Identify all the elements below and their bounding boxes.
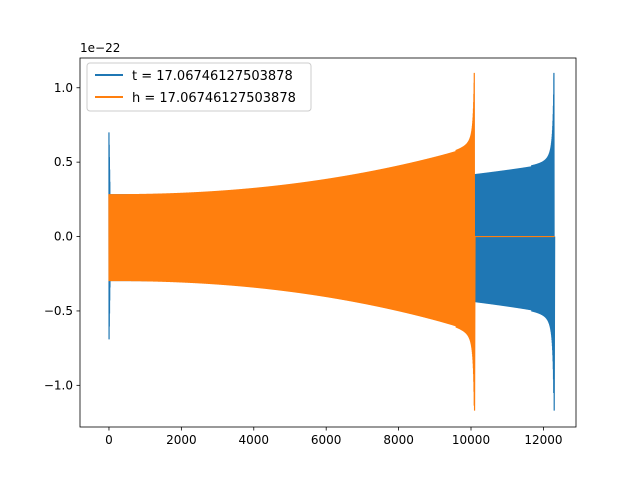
y-offset-label: 1e−22 [80,41,120,55]
series-layer [108,72,556,411]
y-tick-label: 0.0 [54,230,73,244]
legend-box [86,62,312,112]
legend: t = 17.06746127503878 h = 17.06746127503… [86,62,312,112]
x-axis: 0 2000 4000 6000 8000 10000 12000 [105,427,563,447]
x-tick-label: 6000 [311,433,342,447]
x-tick-label: 4000 [239,433,270,447]
x-tick-label: 2000 [166,433,197,447]
y-tick-label: −1.0 [44,378,73,392]
legend-label-h: h = 17.06746127503878 [132,91,296,106]
y-tick-label: −0.5 [44,304,73,318]
x-tick-label: 8000 [383,433,414,447]
y-tick-label: 0.5 [54,155,73,169]
x-tick-label: 10000 [452,433,490,447]
plot-area [79,57,577,428]
x-tick-label: 12000 [524,433,562,447]
axes-frame [79,57,577,428]
legend-label-t: t = 17.06746127503878 [132,69,293,84]
x-tick-label: 0 [105,433,113,447]
y-tick-label: 1.0 [54,81,73,95]
series-line-h [108,72,555,411]
y-axis: −1.0 −0.5 0.0 0.5 1.0 [44,81,80,392]
